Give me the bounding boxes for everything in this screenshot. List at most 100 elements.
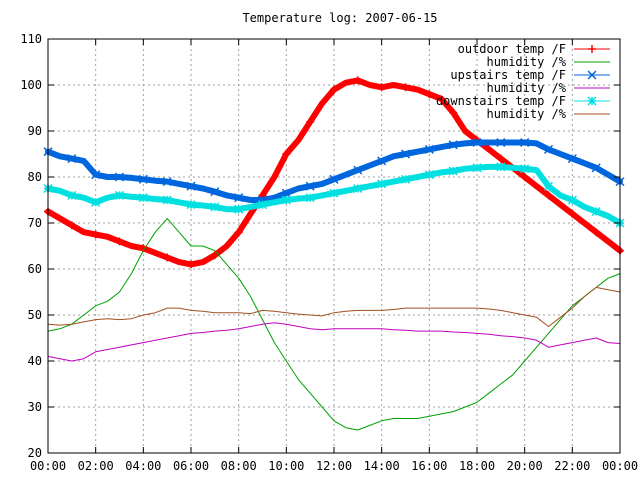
data-point [186,200,196,210]
data-point [257,200,268,210]
data-point [567,195,577,205]
x-tick-label: 12:00 [316,459,352,473]
series-line [47,217,621,431]
y-tick-label: 60 [28,262,42,276]
y-tick-label: 80 [28,170,42,184]
data-point [282,150,291,158]
data-point [520,164,530,174]
data-point [496,162,506,172]
data-point [377,83,386,92]
data-point [520,137,530,148]
series-5 [47,286,621,327]
data-point [91,197,101,207]
data-point [567,154,577,164]
data-point [114,172,125,182]
data-point [234,193,244,203]
data-point [187,260,195,269]
data-point [472,137,482,148]
x-tick-label: 20:00 [507,459,543,473]
data-point [591,206,601,217]
data-point [67,190,77,200]
data-point [163,253,172,262]
data-point [210,202,220,212]
data-point [162,195,172,205]
y-tick-label: 30 [28,400,42,414]
legend-label: humidity /% [487,81,567,95]
data-point [329,188,339,198]
data-point [543,144,554,154]
series-0 [44,76,624,269]
data-point [544,191,553,200]
legend-label: humidity /% [487,55,567,69]
data-point [400,149,411,159]
data-point [401,83,410,92]
data-point [588,45,596,53]
y-tick-label: 70 [28,216,42,230]
x-tick-label: 08:00 [221,459,257,473]
data-point [186,181,196,191]
data-point [114,190,125,200]
data-point [449,108,458,117]
series-4 [43,162,625,228]
data-point [281,195,291,205]
data-point [496,154,505,163]
data-point [520,173,529,181]
data-point [496,137,506,148]
series-1 [47,217,621,431]
series-line [47,286,621,327]
x-tick-label: 06:00 [173,459,209,473]
legend-label: outdoor temp /F [458,42,566,56]
data-point [472,163,482,173]
x-tick-label: 04:00 [125,459,161,473]
data-point [400,174,411,184]
data-point [138,193,148,203]
data-point [67,154,77,164]
data-point [306,117,315,126]
data-point [305,181,315,191]
chart-title: Temperature log: 2007-06-15 [242,11,437,25]
data-point [210,187,220,197]
data-point [587,96,597,106]
data-point [377,179,387,189]
data-point [91,170,101,180]
data-point [234,204,244,214]
data-point [330,85,338,94]
data-point [329,174,339,184]
x-tick-label: 14:00 [364,459,400,473]
x-tick-label: 00:00 [30,459,66,473]
y-tick-label: 110 [20,32,42,46]
x-tick-label: 18:00 [459,459,495,473]
data-point [353,165,363,175]
data-point [162,177,172,187]
y-tick-label: 40 [28,354,42,368]
y-tick-label: 50 [28,308,42,322]
data-point [448,140,458,150]
series-3 [47,322,621,362]
x-tick-label: 16:00 [411,459,447,473]
data-point [424,170,434,180]
data-point [425,90,434,99]
data-point [353,76,362,85]
data-point [91,230,100,239]
data-point [210,251,219,260]
data-point [305,193,315,203]
legend-label: humidity /% [487,107,567,121]
data-point [377,156,387,166]
y-tick-label: 90 [28,124,42,138]
data-point [353,183,363,194]
data-point [587,70,597,80]
x-tick-label: 10:00 [268,459,304,473]
tick-layer: 20 30 40 50 60 70 80 90 100 110 00:00 02:00 04:00 06:… [20,32,638,473]
data-point [592,228,601,237]
data-point [67,221,76,230]
series-line [47,322,621,362]
y-tick-label: 100 [20,78,42,92]
data-point [234,228,243,237]
data-point [115,237,124,246]
y-tick-label: 20 [28,446,42,460]
data-point [138,174,148,184]
legend-label: downstairs temp /F [436,94,566,108]
